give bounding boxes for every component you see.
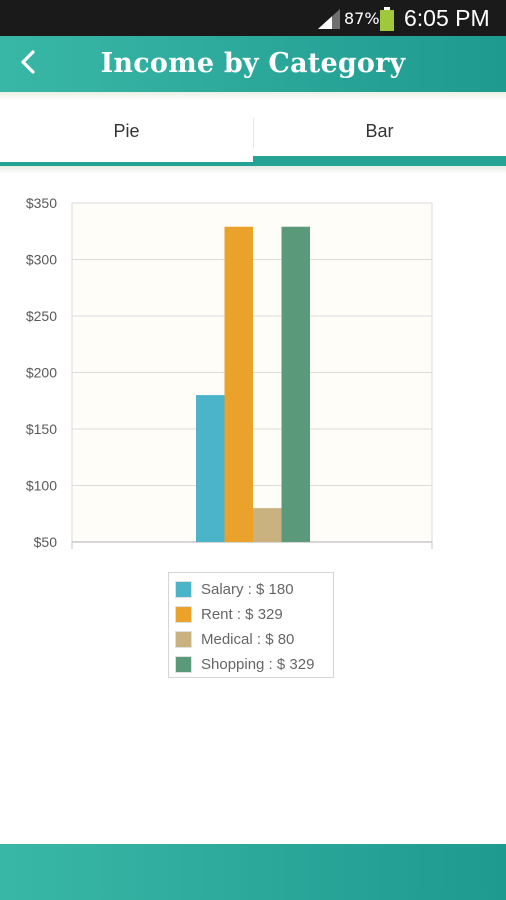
bar-salary bbox=[196, 395, 225, 542]
legend-swatch-salary bbox=[175, 581, 192, 598]
y-tick-label: $250 bbox=[26, 308, 57, 324]
y-tick-label: $100 bbox=[26, 478, 57, 494]
y-tick-label: $150 bbox=[26, 421, 57, 437]
chart-legend: Salary : $ 180 Rent : $ 329 Medical : $ … bbox=[168, 572, 334, 678]
bar-chart: $50 $100 $150 $200 $250 $300 $350 bbox=[26, 195, 433, 550]
legend-item-salary: Salary : $ 180 bbox=[175, 577, 327, 602]
legend-item-rent: Rent : $ 329 bbox=[175, 602, 327, 627]
status-time: 6:05 PM bbox=[404, 5, 490, 31]
page-title: Income by Category bbox=[100, 48, 406, 79]
legend-item-medical: Medical : $ 80 bbox=[175, 627, 327, 652]
tab-pie-indicator bbox=[0, 162, 253, 166]
legend-label-medical: Medical : $ 80 bbox=[201, 631, 295, 648]
tabs-shadow bbox=[0, 166, 506, 174]
tab-bar-indicator bbox=[253, 156, 506, 166]
bar-medical bbox=[253, 508, 282, 542]
legend-item-shopping: Shopping : $ 329 bbox=[175, 652, 327, 677]
tab-pie[interactable]: Pie bbox=[0, 100, 253, 166]
tab-bar[interactable]: Bar bbox=[253, 100, 506, 166]
chart-type-tabs: Pie Bar bbox=[0, 100, 506, 166]
bar-shopping bbox=[281, 226, 310, 543]
app-bar: Income by Category bbox=[0, 36, 506, 92]
y-tick-label: $300 bbox=[26, 252, 57, 268]
app-bar-shadow bbox=[0, 92, 506, 100]
legend-swatch-shopping bbox=[175, 656, 192, 673]
back-button[interactable] bbox=[10, 44, 48, 82]
bar-rent bbox=[224, 226, 253, 543]
signal-icon bbox=[318, 9, 340, 29]
status-bar: 87% 6:05 PM bbox=[0, 0, 506, 36]
chevron-left-icon bbox=[21, 50, 35, 74]
footer-bar bbox=[0, 844, 506, 900]
y-tick-label: $350 bbox=[26, 195, 57, 211]
legend-label-salary: Salary : $ 180 bbox=[201, 581, 294, 598]
tab-bar-label: Bar bbox=[365, 121, 394, 141]
tab-divider bbox=[253, 118, 254, 148]
tab-pie-label: Pie bbox=[113, 121, 140, 141]
y-tick-label: $200 bbox=[26, 365, 57, 381]
battery-percent: 87% bbox=[344, 9, 380, 28]
y-tick-label: $50 bbox=[34, 534, 58, 550]
legend-label-rent: Rent : $ 329 bbox=[201, 606, 283, 623]
legend-swatch-rent bbox=[175, 606, 192, 623]
legend-swatch-medical bbox=[175, 631, 192, 648]
legend-label-shopping: Shopping : $ 329 bbox=[201, 656, 315, 673]
battery-icon bbox=[380, 7, 394, 31]
bar-chart-area: $50 $100 $150 $200 $250 $300 $350 bbox=[0, 190, 506, 570]
